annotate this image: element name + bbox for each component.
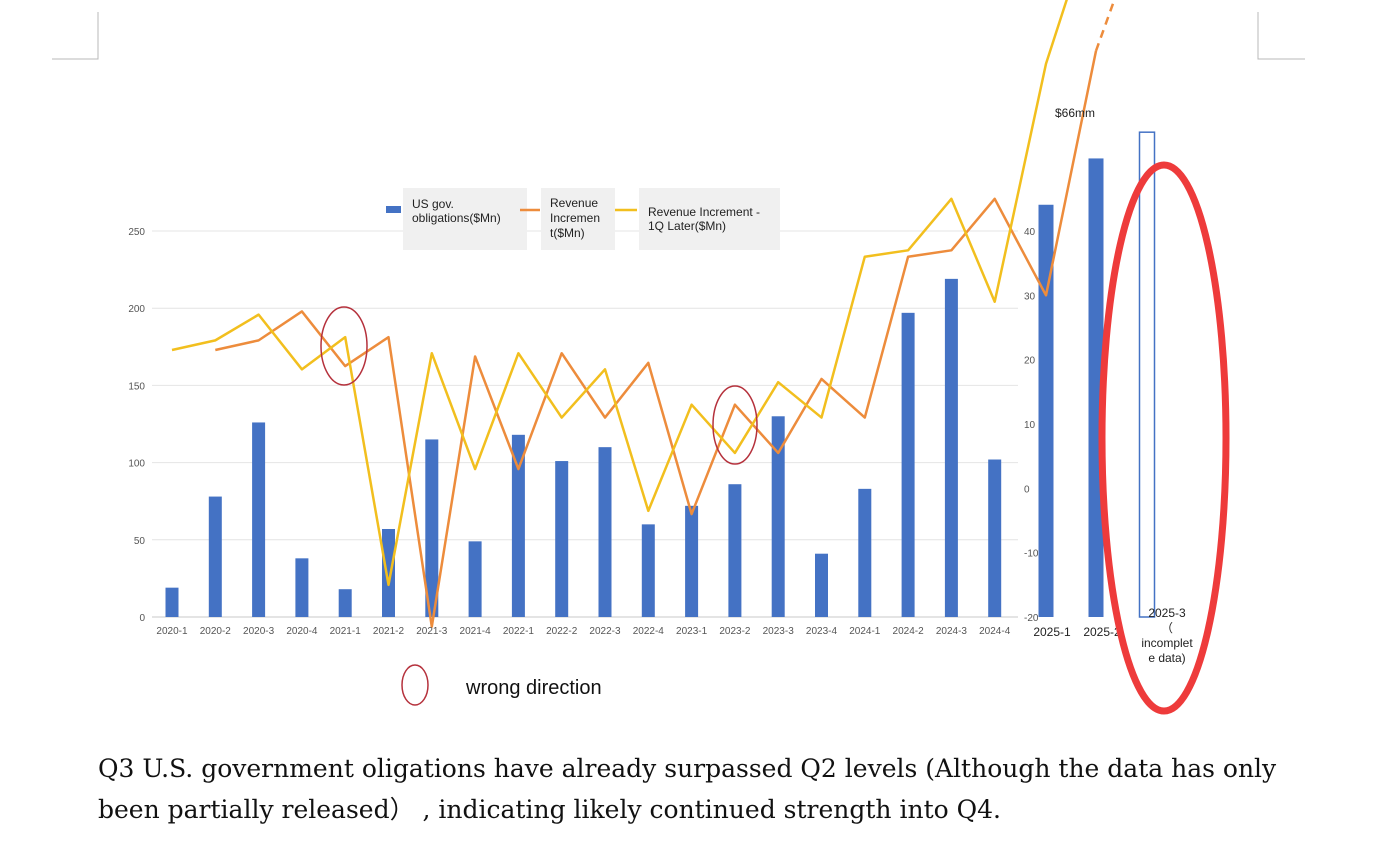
- x-tick-label: 2023-2: [719, 626, 751, 637]
- bar: [425, 439, 439, 617]
- right-axis-tick: 0: [1024, 484, 1030, 495]
- bar: [944, 278, 958, 617]
- bar: [252, 422, 266, 617]
- wrong-direction-label: wrong direction: [465, 677, 602, 699]
- right-axis-tick: -10: [1024, 549, 1039, 560]
- right-axis-tick: 40: [1024, 227, 1036, 238]
- left-axis: 0 50 100 150 200 250: [128, 227, 145, 624]
- wrong-direction-ellipse: [320, 306, 368, 386]
- x-tick-label: 2022-4: [633, 626, 665, 637]
- right-axis-tick: 20: [1024, 356, 1036, 367]
- annotations: wrong direction $66mm: [320, 106, 1230, 715]
- bar: [165, 587, 179, 617]
- x-tick-label: 2022-3: [589, 626, 621, 637]
- incomplete-label-line: 2025-3: [1148, 606, 1186, 620]
- corner-mark-left: [52, 12, 99, 60]
- bar: [555, 461, 569, 617]
- x-tick-label: 2020-3: [243, 626, 275, 637]
- legend-label-line1: t($Mn): [550, 226, 585, 240]
- legend-label-line1: Incremen: [550, 211, 600, 225]
- revenue-increment-projection-line: [1094, 0, 1116, 52]
- line-series-revenue-increment: [215, 0, 1116, 628]
- x-tick-label: 2022-1: [503, 626, 535, 637]
- x-tick-label: 2023-3: [763, 626, 795, 637]
- bar-incomplete: [1138, 131, 1156, 618]
- x-tick-label: 2020-2: [200, 626, 232, 637]
- left-axis-tick: 100: [128, 459, 145, 470]
- x-tick-label: 2024-3: [936, 626, 968, 637]
- legend-ellipse-icon: [401, 664, 429, 706]
- legend-box-bar: [403, 188, 527, 250]
- x-tick-label: 2025-2: [1083, 625, 1121, 639]
- x-axis-labels: 2020-1 2020-2 2020-3 2020-4 2021-1 2021-2 2021…: [156, 606, 1193, 665]
- revenue-increment-line: [215, 50, 1098, 628]
- x-tick-label: 2022-2: [546, 626, 578, 637]
- revenue-increment-1q-later-line: [171, 0, 1068, 587]
- right-axis-tick: 30: [1024, 291, 1036, 302]
- bar: [208, 496, 222, 617]
- bar: [382, 528, 395, 617]
- x-tick-label: 2021-1: [330, 626, 362, 637]
- left-axis-tick: 0: [139, 613, 145, 624]
- right-axis-tick: -20: [1024, 613, 1039, 624]
- bar: [858, 488, 872, 617]
- legend-label-bar: US gov.: [412, 197, 454, 211]
- x-tick-label: 2024-1: [849, 626, 881, 637]
- x-tick-label: 2020-4: [286, 626, 318, 637]
- line-series-revenue-increment-1q-later: [171, 0, 1068, 587]
- legend-label-line1: Revenue: [550, 196, 598, 210]
- x-tick-label: 2021-3: [416, 626, 448, 637]
- bar: [685, 505, 699, 617]
- x-tick-label: 2024-4: [979, 626, 1011, 637]
- x-tick-label: 2023-4: [806, 626, 838, 637]
- x-tick-label: 2020-1: [156, 626, 188, 637]
- bar: [295, 558, 309, 617]
- bar: [771, 416, 785, 617]
- legend-label-line2: Revenue Increment -: [648, 205, 760, 219]
- caption: Q3 U.S. government oligations have alrea…: [98, 748, 1298, 830]
- incomplete-label-line: incomplet: [1141, 636, 1193, 650]
- x-tick-label: 2024-2: [893, 626, 925, 637]
- bar: [511, 434, 525, 617]
- left-axis-tick: 150: [128, 381, 145, 392]
- caption-line-1: Q3 U.S. government oligations have alrea…: [98, 754, 1277, 783]
- bar: [338, 589, 352, 617]
- legend: US gov.obligations($Mn) RevenueIncrement(…: [386, 188, 780, 250]
- legend-label-line2: 1Q Later($Mn): [648, 219, 726, 233]
- page-corner-marks: [52, 12, 1305, 60]
- x-tick-label: 2023-1: [676, 626, 708, 637]
- bar: [728, 484, 742, 617]
- value-annotation: $66mm: [1055, 106, 1095, 120]
- left-axis-tick: 50: [134, 536, 146, 547]
- bar: [598, 447, 612, 617]
- legend-box-line2: [639, 188, 780, 250]
- bar-series: [165, 131, 1156, 618]
- x-tick-label: 2025-1: [1033, 625, 1071, 639]
- legend-label-bar: obligations($Mn): [412, 211, 501, 225]
- legend-box-line1: [541, 188, 615, 250]
- bar: [1088, 158, 1104, 617]
- gridlines: [152, 230, 1018, 618]
- x-tick-label: 2021-4: [460, 626, 492, 637]
- right-axis: -20 -10 0 10 20 30 40: [1024, 227, 1039, 624]
- incomplete-label-line: e data): [1148, 651, 1185, 665]
- bar: [641, 524, 655, 617]
- x-tick-label: 2021-2: [373, 626, 405, 637]
- left-axis-tick: 200: [128, 304, 145, 315]
- left-axis-tick: 250: [128, 227, 145, 238]
- bar: [901, 312, 915, 617]
- right-axis-tick: 10: [1024, 420, 1036, 431]
- incomplete-label-line: （: [1161, 621, 1173, 635]
- caption-line-2: been partially released） , indicating li…: [98, 795, 1001, 824]
- incomplete-data-highlight-ellipse: [1098, 161, 1230, 715]
- wrong-direction-ellipse: [712, 385, 758, 465]
- legend-swatch-bar: [386, 206, 401, 213]
- bar: [468, 541, 482, 617]
- bar: [988, 459, 1002, 617]
- corner-mark-right: [1257, 12, 1305, 60]
- bar: [1038, 204, 1054, 617]
- bar: [815, 553, 828, 617]
